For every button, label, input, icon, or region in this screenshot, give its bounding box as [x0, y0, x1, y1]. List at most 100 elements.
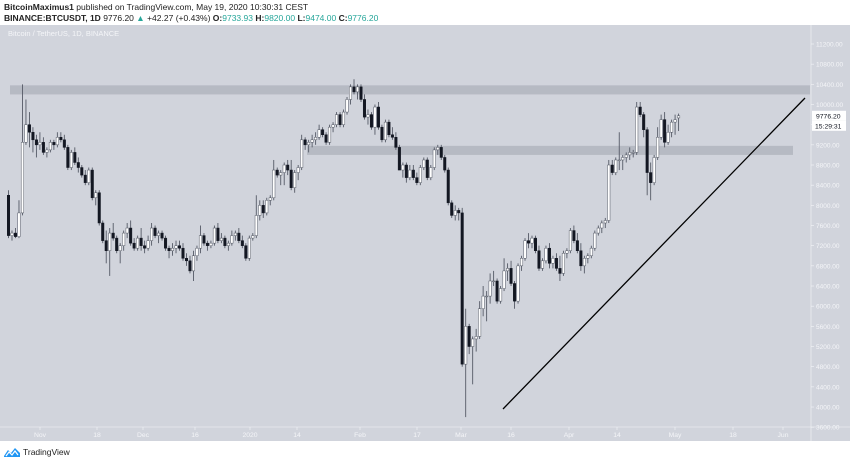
candle-up	[656, 137, 660, 158]
price-tick-label: 6400.00	[816, 284, 840, 291]
candle-down	[390, 134, 394, 138]
open-value: 9733.93	[222, 13, 253, 23]
candle-up	[209, 242, 213, 246]
time-tick-label: Feb	[354, 432, 366, 439]
ascending-trendline[interactable]	[502, 97, 806, 410]
author-name[interactable]: BitcoinMaximus1	[4, 2, 74, 12]
candle-down	[380, 126, 384, 141]
candle-up	[258, 205, 262, 216]
close-label: C:	[338, 13, 348, 23]
candle-down	[527, 240, 531, 244]
candle-up	[94, 192, 98, 199]
candle-up	[617, 159, 621, 162]
time-tick-label: Dec	[137, 432, 150, 439]
candle-up	[520, 258, 524, 267]
candle-down	[160, 232, 164, 239]
candle-up	[635, 106, 639, 153]
chart-area[interactable]: Bitcoin / TetherUS, 1D, BINANCE 11200.00…	[0, 25, 850, 441]
candle-down	[411, 169, 415, 178]
candle-down	[59, 137, 63, 141]
price-tick-label: 9200.00	[816, 142, 840, 149]
candle-down	[645, 129, 649, 173]
candle-up	[45, 149, 49, 153]
low-value: 9474.00	[305, 13, 337, 23]
candle-up	[17, 212, 21, 237]
candle-down	[467, 326, 471, 347]
candle-up	[631, 152, 635, 154]
candle-up	[247, 237, 251, 259]
candle-up	[568, 230, 572, 251]
candle-down	[62, 139, 66, 148]
candle-up	[666, 131, 670, 143]
countdown-badge	[812, 120, 846, 131]
candle-up	[474, 336, 478, 340]
candle-down	[188, 260, 192, 272]
candle-down	[558, 268, 562, 274]
candle-up	[191, 255, 195, 272]
candle-down	[439, 147, 443, 158]
candle-down	[52, 142, 56, 146]
candle-up	[429, 167, 433, 178]
high-label: H:	[255, 13, 265, 23]
price-tick-label: 7200.00	[816, 243, 840, 250]
candle-up	[383, 121, 387, 141]
candle-down	[101, 222, 105, 241]
candle-up	[607, 164, 611, 221]
candle-down	[83, 174, 87, 183]
candle-down	[90, 169, 94, 199]
time-tick-label: 17	[413, 432, 421, 439]
candle-down	[321, 129, 325, 136]
last-price: 9776.20	[103, 13, 134, 23]
candlestick-chart[interactable]: 11200.0010800.0010400.0010000.009600.009…	[0, 25, 850, 441]
candle-up	[254, 215, 258, 236]
resistance-zone[interactable]	[10, 85, 810, 95]
candle-up	[122, 232, 126, 246]
candle-down	[240, 240, 244, 246]
candle-up	[565, 250, 569, 254]
candle-up	[673, 119, 677, 123]
candle-down	[275, 169, 279, 176]
candle-up	[251, 235, 255, 239]
time-tick-label: Apr	[564, 432, 575, 439]
candle-up	[342, 111, 346, 125]
price-tick-label: 6000.00	[816, 304, 840, 311]
candle-up	[20, 142, 24, 214]
candle-down	[237, 232, 241, 241]
candle-up	[481, 295, 485, 309]
candle-up	[530, 237, 534, 244]
candle-up	[523, 240, 527, 259]
resistance-zone[interactable]	[307, 145, 793, 155]
candle-up	[499, 288, 503, 302]
ohlc-line: BINANCE:BTCUSDT, 1D 9776.20 ▲ +42.27 (+0…	[4, 13, 378, 24]
candle-down	[509, 268, 513, 284]
time-tick-label: 16	[191, 432, 199, 439]
candle-down	[73, 152, 77, 163]
candle-up	[600, 222, 604, 229]
candle-down	[164, 237, 168, 249]
candle-up	[492, 280, 496, 283]
candle-down	[223, 237, 227, 246]
price-tick-label: 8000.00	[816, 203, 840, 210]
tradingview-brand[interactable]: TradingView	[23, 447, 70, 457]
candle-down	[575, 240, 579, 251]
candle-down	[139, 237, 143, 246]
candle-up	[174, 245, 178, 249]
candle-down	[104, 240, 108, 251]
price-tick-label: 10800.00	[816, 62, 843, 69]
candle-up	[401, 164, 405, 171]
candle-down	[143, 245, 147, 249]
candle-down	[181, 247, 185, 259]
candle-down	[261, 205, 265, 214]
candle-up	[544, 247, 548, 262]
candle-up	[230, 235, 234, 244]
candle-down	[27, 124, 31, 133]
publish-info: BitcoinMaximus1 published on TradingView…	[4, 2, 378, 13]
up-arrow-icon: ▲	[136, 13, 145, 23]
candle-up	[293, 172, 297, 188]
candle-up	[589, 247, 593, 257]
candle-down	[533, 237, 537, 251]
candle-up	[310, 139, 314, 143]
candle-up	[108, 232, 112, 251]
time-tick-label: Mar	[455, 432, 467, 439]
candle-up	[157, 232, 161, 236]
